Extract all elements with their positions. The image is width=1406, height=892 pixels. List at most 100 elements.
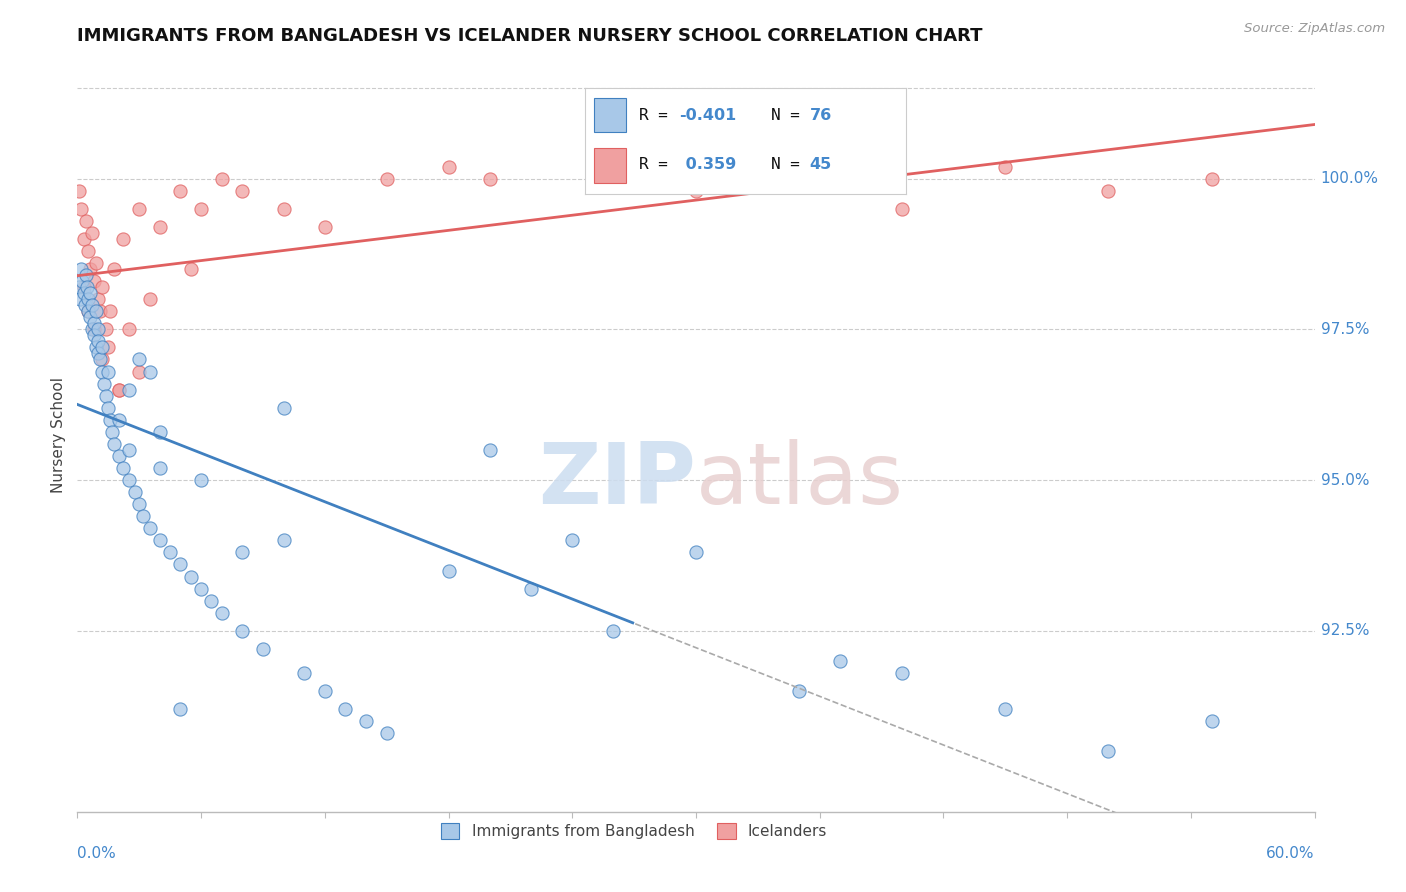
Point [103,262,125,277]
Text: IMMIGRANTS FROM BANGLADESH VS ICELANDER NURSERY SCHOOL CORRELATION CHART: IMMIGRANTS FROM BANGLADESH VS ICELANDER … [77,28,983,45]
Point [87,346,110,360]
Text: 0.0%: 0.0% [77,846,117,861]
Point [118,442,141,457]
Point [211,606,233,620]
Point [335,702,357,716]
Point [84,304,107,318]
Point [231,184,253,198]
Point [118,473,141,487]
Point [520,582,543,596]
Point [96,389,118,403]
Point [84,256,107,270]
Point [149,425,172,439]
Point [231,545,253,559]
Point [375,726,398,740]
Point [180,569,202,583]
Point [314,219,336,234]
Point [138,365,160,379]
Point [211,171,233,186]
Point [97,365,120,379]
Point [80,226,103,240]
Text: 100.0%: 100.0% [1320,171,1379,186]
Point [83,328,105,343]
Point [72,232,94,246]
Y-axis label: Nursery School: Nursery School [51,376,66,493]
Point [98,304,121,318]
Point [169,184,191,198]
Point [200,593,222,607]
Point [76,304,98,318]
Point [273,533,295,548]
Point [76,292,98,306]
Point [190,473,212,487]
Point [787,171,810,186]
Point [190,202,212,216]
Point [107,449,129,463]
Point [149,219,172,234]
Point [169,702,191,716]
Text: Source: ZipAtlas.com: Source: ZipAtlas.com [1244,22,1385,36]
Point [561,533,583,548]
Text: ZIP: ZIP [538,439,696,522]
Point [75,214,97,228]
Point [107,383,129,397]
Point [70,202,93,216]
Point [190,582,212,596]
Point [91,340,114,354]
Point [375,171,398,186]
Point [128,365,150,379]
Point [83,274,105,288]
Point [91,352,114,367]
Point [67,184,90,198]
Point [98,413,121,427]
Point [891,202,914,216]
Point [83,322,105,336]
Point [79,262,101,277]
Point [79,310,101,325]
Point [97,340,120,354]
Point [89,352,111,367]
Point [118,383,141,397]
Point [87,322,110,336]
Point [231,624,253,638]
Point [80,322,103,336]
Point [75,268,97,282]
Point [128,202,150,216]
Point [72,286,94,301]
Point [76,304,98,318]
Point [118,322,141,336]
Point [111,232,134,246]
Point [91,365,114,379]
Point [1201,171,1223,186]
Point [96,322,118,336]
Point [69,292,91,306]
Point [72,274,94,288]
Point [994,160,1017,174]
Point [685,545,707,559]
Point [437,564,460,578]
Point [124,485,146,500]
Point [1097,184,1119,198]
Point [80,298,103,312]
Point [478,442,501,457]
Point [83,316,105,330]
Point [891,666,914,681]
Point [89,304,111,318]
Text: 95.0%: 95.0% [1320,473,1369,488]
Point [84,340,107,354]
Point [107,413,129,427]
Text: 97.5%: 97.5% [1320,322,1369,337]
Point [87,292,110,306]
Point [79,286,101,301]
Point [273,401,295,415]
Point [128,352,150,367]
Point [582,165,605,179]
Point [437,160,460,174]
Point [830,654,852,668]
Point [478,171,501,186]
Point [138,521,160,535]
Point [93,376,115,391]
Point [292,666,315,681]
Point [159,545,181,559]
Point [149,533,172,548]
